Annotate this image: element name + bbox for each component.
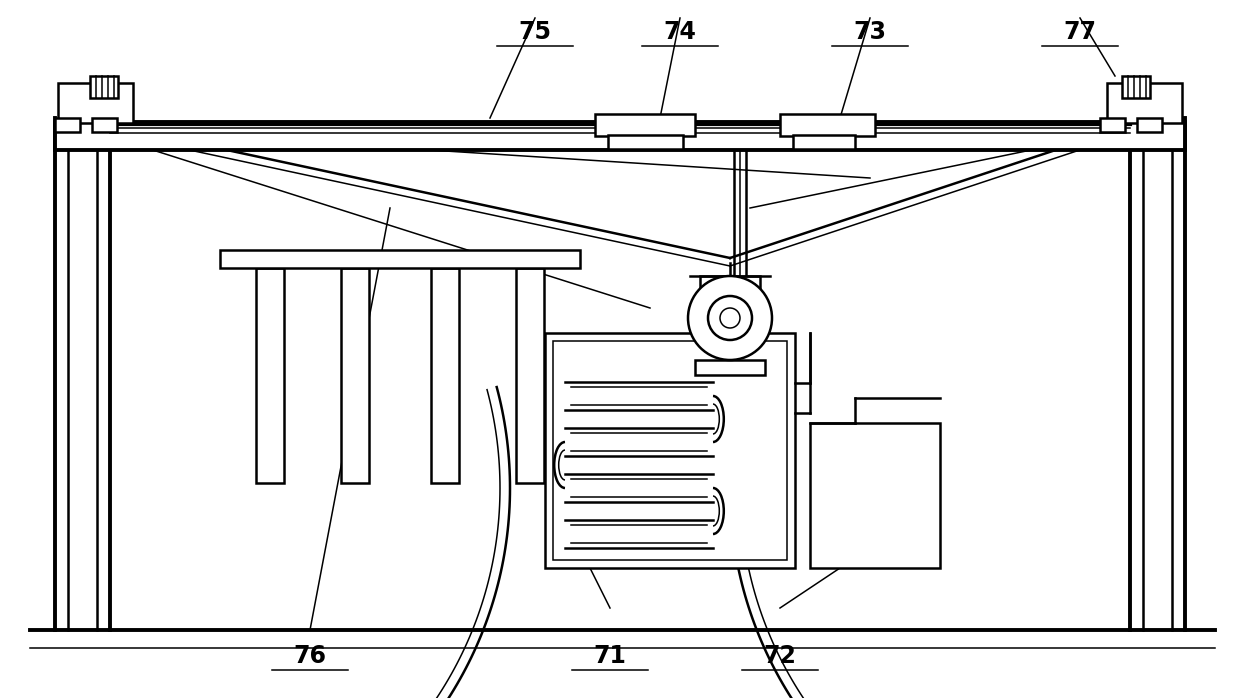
Bar xyxy=(92,118,117,132)
Text: 71: 71 xyxy=(594,644,626,668)
Bar xyxy=(91,76,118,98)
Bar xyxy=(1137,118,1162,132)
Bar xyxy=(1107,83,1182,123)
Bar xyxy=(694,360,765,375)
Bar xyxy=(608,135,683,149)
Bar xyxy=(595,114,694,136)
Bar xyxy=(58,83,133,123)
Bar xyxy=(794,135,856,149)
Text: 76: 76 xyxy=(294,644,326,668)
Bar xyxy=(553,341,787,560)
Bar xyxy=(780,114,875,136)
Bar xyxy=(516,268,544,483)
Circle shape xyxy=(708,296,751,340)
Bar xyxy=(810,423,940,568)
Bar xyxy=(255,268,284,483)
Bar xyxy=(432,268,459,483)
Bar xyxy=(1122,76,1149,98)
Bar xyxy=(546,333,795,568)
Text: 77: 77 xyxy=(1064,20,1096,44)
Text: 75: 75 xyxy=(518,20,552,44)
Bar xyxy=(701,276,760,288)
Circle shape xyxy=(720,308,740,328)
Bar xyxy=(341,268,370,483)
Bar xyxy=(1100,118,1125,132)
Text: 72: 72 xyxy=(764,644,796,668)
Bar xyxy=(694,311,765,333)
Bar xyxy=(55,122,1185,150)
Bar xyxy=(55,118,81,132)
Bar xyxy=(219,250,580,268)
Circle shape xyxy=(688,276,773,360)
Text: 74: 74 xyxy=(663,20,697,44)
Text: 73: 73 xyxy=(853,20,887,44)
